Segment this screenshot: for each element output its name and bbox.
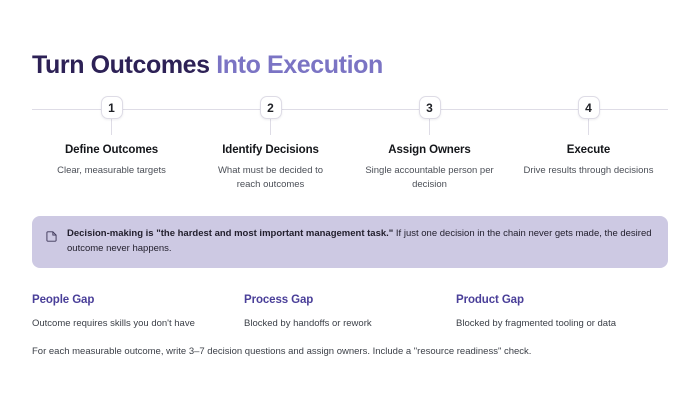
gap-column-people: People Gap Outcome requires skills you d… — [32, 294, 244, 330]
gap-description: Outcome requires skills you don't have — [32, 318, 195, 329]
page-title-primary: Turn Outcomes — [32, 50, 210, 79]
gap-column-product: Product Gap Blocked by fragmented toolin… — [456, 294, 668, 330]
timeline-step-4[interactable]: 4 Execute Drive results through decision… — [509, 96, 668, 191]
step-description: Clear, measurable targets — [57, 164, 166, 176]
gap-description: Blocked by handoffs or rework — [244, 318, 372, 329]
step-connector-line — [270, 119, 271, 135]
callout-banner: Decision-making is "the hardest and most… — [32, 216, 668, 269]
gap-title: Process Gap — [244, 294, 314, 306]
timeline-steps: 1 Define Outcomes Clear, measurable targ… — [32, 96, 668, 191]
timeline-step-3[interactable]: 3 Assign Owners Single accountable perso… — [350, 96, 509, 191]
step-number-badge: 4 — [577, 96, 600, 119]
step-connector-line — [429, 119, 430, 135]
gap-title: Product Gap — [456, 294, 524, 306]
step-description: Single accountable person per decision — [365, 164, 494, 190]
page-title: Turn Outcomes Into Execution — [32, 50, 383, 79]
step-title: Define Outcomes — [64, 144, 159, 156]
step-number-badge: 1 — [100, 96, 123, 119]
step-description: What must be decided to reach outcomes — [217, 164, 324, 190]
step-description: Drive results through decisions — [523, 164, 654, 176]
timeline-step-2[interactable]: 2 Identify Decisions What must be decide… — [191, 96, 350, 191]
gap-columns: People Gap Outcome requires skills you d… — [32, 294, 668, 330]
callout-rest-text: If just one decision in the chain never … — [67, 228, 652, 254]
step-connector-line — [111, 119, 112, 135]
step-number-badge: 2 — [259, 96, 282, 119]
gap-description: Blocked by fragmented tooling or data — [456, 318, 617, 329]
gap-title: People Gap — [32, 294, 95, 306]
gap-column-process: Process Gap Blocked by handoffs or rewor… — [244, 294, 456, 330]
page-title-secondary: Into Execution — [216, 50, 383, 79]
step-title: Identify Decisions — [222, 144, 319, 156]
step-number-badge: 3 — [418, 96, 441, 119]
timeline-rail — [32, 109, 668, 110]
timeline: 1 Define Outcomes Clear, measurable targ… — [32, 96, 668, 196]
step-connector-line — [588, 119, 589, 135]
callout-text: Decision-making is "the hardest and most… — [67, 227, 654, 256]
timeline-step-1[interactable]: 1 Define Outcomes Clear, measurable targ… — [32, 96, 191, 191]
footer-note: For each measurable outcome, write 3–7 d… — [32, 346, 532, 357]
callout-bold-text: Decision-making is "the hardest and most… — [67, 228, 394, 239]
note-folded-corner-icon — [46, 229, 57, 242]
step-title: Assign Owners — [388, 144, 471, 156]
step-title: Execute — [566, 144, 611, 156]
